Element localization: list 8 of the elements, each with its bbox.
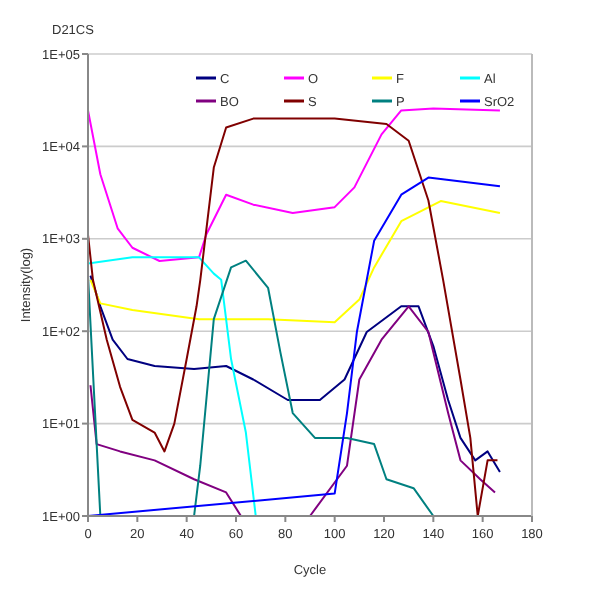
line-series xyxy=(89,274,501,473)
line-series xyxy=(89,305,496,517)
line-series xyxy=(88,176,501,517)
line-series xyxy=(88,107,501,263)
line-series xyxy=(88,259,435,517)
line-series xyxy=(89,200,501,324)
line-series xyxy=(88,117,499,517)
line-series xyxy=(88,256,257,517)
